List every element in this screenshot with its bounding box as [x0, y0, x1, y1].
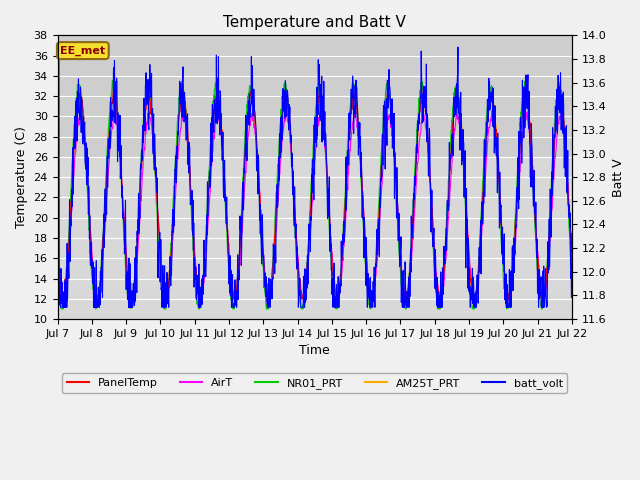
Legend: PanelTemp, AirT, NR01_PRT, AM25T_PRT, batt_volt: PanelTemp, AirT, NR01_PRT, AM25T_PRT, ba… [62, 373, 567, 393]
Y-axis label: Temperature (C): Temperature (C) [15, 126, 28, 228]
Bar [58, 36, 572, 157]
Y-axis label: Batt V: Batt V [612, 158, 625, 196]
Text: EE_met: EE_met [60, 46, 106, 56]
X-axis label: Time: Time [300, 344, 330, 357]
Title: Temperature and Batt V: Temperature and Batt V [223, 15, 406, 30]
